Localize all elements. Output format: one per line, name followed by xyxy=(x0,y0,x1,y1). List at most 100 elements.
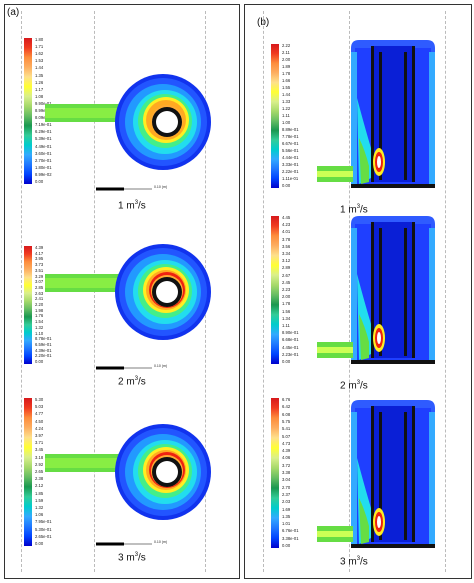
colorbar-tick-label: 1.26 xyxy=(35,79,44,85)
colorbar-tick-label: 1.76 xyxy=(35,313,44,319)
colorbar-labels: 4.45 4.23 4.01 3.78 3.56 3.34 3.12 2.89 2.67 2.45… xyxy=(282,215,322,364)
colorbar xyxy=(271,216,279,364)
flow-unit-exponent: 3 xyxy=(134,552,139,558)
colorbar-tick-label: 1.34 xyxy=(282,315,291,321)
colorbar-tick-label: 4.39 xyxy=(282,448,291,454)
colorbar-tick-label: 1.69 xyxy=(282,506,291,512)
velocity-contour-top-view xyxy=(45,424,211,520)
colorbar-tick-label: 0.00 xyxy=(282,183,291,188)
colorbar-tick-label: 1.54 xyxy=(35,319,44,325)
colorbar xyxy=(24,38,32,184)
colorbar-tick-label: 2.67 xyxy=(282,272,291,278)
colorbar-tick-label: 2.65e-01 xyxy=(35,533,52,539)
colorbar-tick-label: 1.00 xyxy=(282,120,291,125)
panel-b-label: (b) xyxy=(257,17,270,28)
colorbar-tick-label: 2.00 xyxy=(282,294,291,300)
colorbar-tick-label: 8.09e-01 xyxy=(35,115,52,121)
colorbar-tick-label: 3.45 xyxy=(35,447,44,453)
flow-rate-value: 3 xyxy=(340,556,346,568)
colorbar-tick-label: 5.30e-01 xyxy=(35,526,52,532)
colorbar-tick-label: 6.67e-01 xyxy=(282,141,299,146)
colorbar-tick-label: 8.78e-01 xyxy=(35,336,52,342)
colorbar-tick-label: 0.00 xyxy=(35,541,44,546)
colorbar-labels: 5.30 5.03 4.77 4.50 4.24 3.97 3.71 3.45 3.18 2.92… xyxy=(35,397,75,546)
colorbar-tick-label: 3.78 xyxy=(282,236,291,242)
colorbar-tick-label: 6.59e-01 xyxy=(35,341,52,347)
colorbar-tick-label: 1.80 xyxy=(35,37,44,42)
flow-unit-base: m xyxy=(348,204,357,216)
flow-rate-caption: 3 m3/s xyxy=(118,552,146,563)
colorbar-tick-label: 1.62 xyxy=(35,51,44,57)
colorbar-labels: 1.80 1.71 1.62 1.53 1.44 1.35 1.26 1.17 1.08 9.90… xyxy=(35,37,75,184)
colorbar-tick-label: 3.38e-01 xyxy=(282,535,299,541)
colorbar-tick-label: 5.30 xyxy=(35,397,44,402)
scale-bar xyxy=(96,542,152,546)
flow-rate-caption: 2 m3/s xyxy=(340,380,368,391)
flow-unit-tail: /s xyxy=(360,380,368,392)
flow-rate-caption: 2 m3/s xyxy=(118,376,146,387)
colorbar xyxy=(271,398,279,548)
colorbar-tick-label: 2.03 xyxy=(282,499,291,505)
flow-unit-tail: /s xyxy=(360,204,368,216)
colorbar-tick-label: 8.89e-01 xyxy=(282,127,299,132)
flow-unit-base: m xyxy=(126,552,135,564)
colorbar-tick-label: 1.89 xyxy=(282,64,291,69)
colorbar-tick-label: 2.38 xyxy=(35,476,44,482)
colorbar-tick-label: 3.33e-01 xyxy=(282,162,299,167)
colorbar-tick-label: 7.95e-01 xyxy=(35,519,52,525)
colorbar-tick-label: 4.45 xyxy=(282,215,291,220)
colorbar-tick-label: 8.99e-01 xyxy=(35,108,52,113)
scale-bar xyxy=(96,366,152,370)
colorbar-tick-label: 4.50 xyxy=(35,418,44,424)
colorbar-tick-label: 1.10 xyxy=(35,330,44,336)
scale-bar xyxy=(96,187,152,191)
colorbar-tick-label: 2.23e-01 xyxy=(282,351,299,357)
flow-unit-exponent: 3 xyxy=(356,556,361,562)
colorbar-tick-label: 6.42 xyxy=(282,404,291,410)
colorbar-tick-label: 2.22e-01 xyxy=(282,169,299,174)
flow-unit-exponent: 3 xyxy=(134,200,139,206)
colorbar-tick-label: 1.66 xyxy=(282,78,291,83)
colorbar xyxy=(24,398,32,546)
flow-unit-exponent: 3 xyxy=(134,376,139,382)
flow-unit-base: m xyxy=(126,200,135,212)
colorbar-tick-label: 6.29e-01 xyxy=(35,129,52,135)
colorbar-tick-label: 2.63 xyxy=(35,290,44,296)
colorbar-tick-label: 5.56e-01 xyxy=(282,148,299,153)
colorbar-tick-label: 3.60e-01 xyxy=(35,150,52,156)
scale-bar-label: 0.10 (m) xyxy=(154,364,168,368)
colorbar-tick-label: 2.45 xyxy=(282,279,291,285)
flow-rate-value: 3 xyxy=(118,552,124,564)
flow-unit-tail: /s xyxy=(138,376,146,388)
colorbar-tick-label: 1.55 xyxy=(282,85,291,90)
velocity-contour-top-view xyxy=(45,74,211,170)
colorbar-tick-label: 3.07 xyxy=(35,279,44,285)
colorbar-tick-label: 3.34 xyxy=(282,251,291,256)
flow-unit-base: m xyxy=(348,556,357,568)
colorbar-tick-label: 2.89 xyxy=(282,265,291,271)
colorbar-tick-label: 4.39 xyxy=(35,245,44,250)
colorbar-tick-label: 1.32 xyxy=(35,324,44,330)
colorbar-tick-label: 3.04 xyxy=(282,477,291,483)
colorbar-tick-label: 0.00 xyxy=(282,543,291,548)
colorbar-tick-label: 0.00 xyxy=(282,359,291,364)
colorbar-tick-label: 1.44 xyxy=(282,92,291,97)
colorbar-tick-label: 1.35 xyxy=(282,513,291,519)
colorbar-tick-label: 1.71 xyxy=(35,44,44,50)
flow-rate-value: 2 xyxy=(118,376,124,388)
colorbar-tick-label: 1.11e-01 xyxy=(282,176,299,181)
colorbar-tick-label: 2.41 xyxy=(35,296,44,302)
flow-unit-exponent: 3 xyxy=(356,204,361,210)
colorbar-tick-label: 2.12 xyxy=(35,483,44,489)
colorbar-tick-label: 1.59 xyxy=(35,497,44,503)
colorbar-tick-label: 1.08 xyxy=(35,93,44,99)
colorbar-tick-label: 1.32 xyxy=(35,505,44,510)
colorbar-tick-label: 7.19e-01 xyxy=(35,122,52,128)
colorbar-tick-label: 2.20 xyxy=(35,302,44,307)
flow-rate-caption: 3 m3/s xyxy=(340,556,368,567)
colorbar-tick-label: 9.90e-01 xyxy=(35,100,52,106)
colorbar-tick-label: 1.53 xyxy=(35,58,44,64)
flow-unit-base: m xyxy=(348,380,357,392)
colorbar-labels: 4.39 4.17 3.95 3.73 3.51 3.29 3.07 2.85 2.63 2.41… xyxy=(35,245,75,364)
colorbar-tick-label: 2.20e-01 xyxy=(35,353,52,359)
